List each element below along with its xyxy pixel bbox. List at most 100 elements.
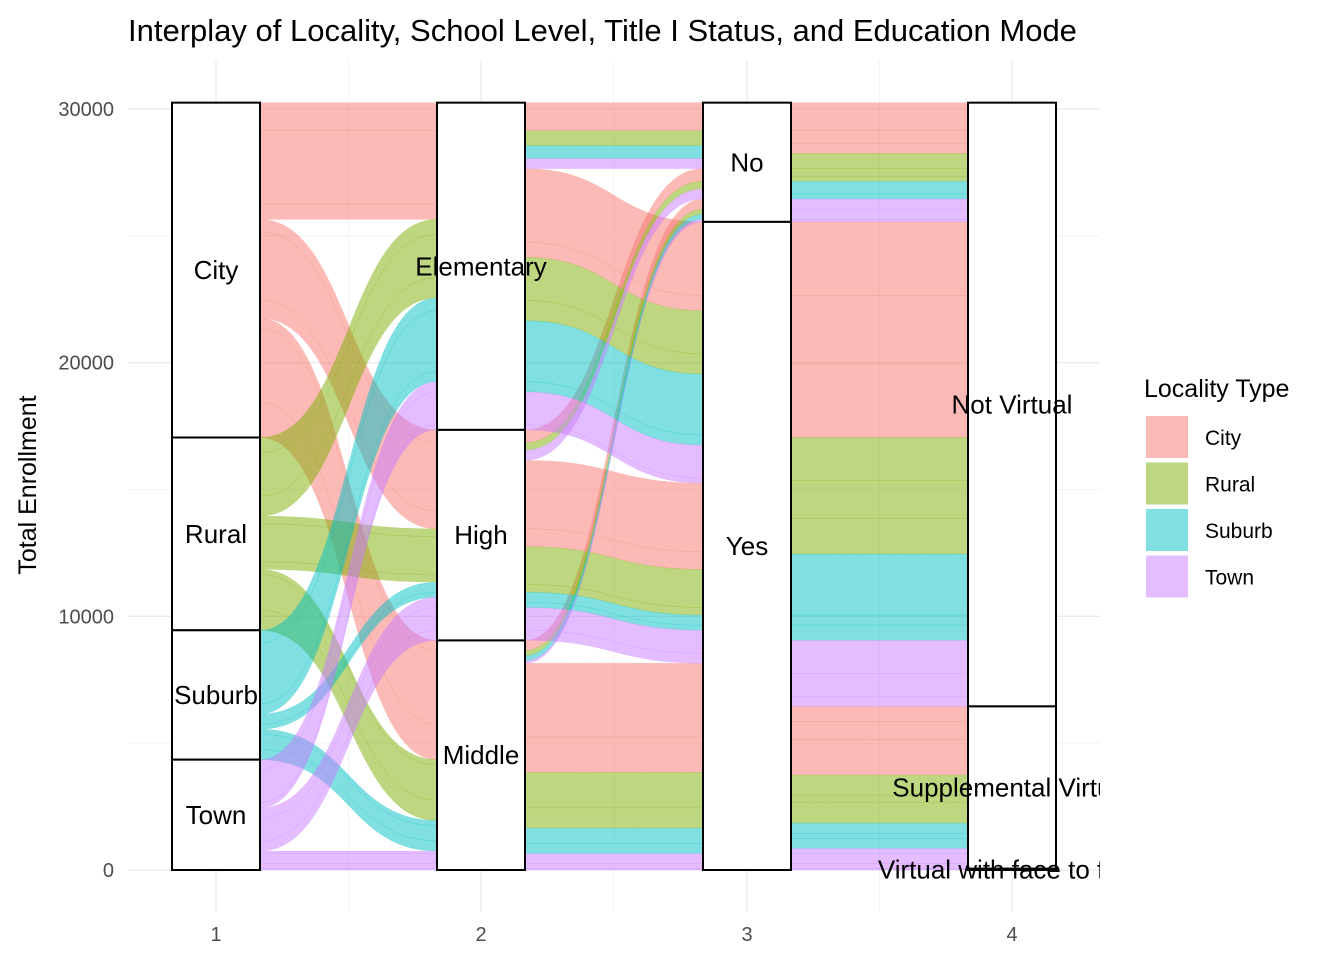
flow-band-city	[790, 102, 969, 131]
stratum-label: Supplemental Virtual	[892, 773, 1131, 803]
strata-layer: City Rural Suburb Town Elementary High Middle N…	[171, 101, 1146, 884]
y-axis-ticks: 0 10000 20000 30000	[58, 99, 114, 882]
stratum-label: Town	[186, 800, 247, 830]
flow-band-suburb	[790, 838, 969, 849]
flow-band-town	[790, 640, 969, 674]
flow-band-rural	[790, 175, 969, 182]
stratum-box	[171, 629, 261, 761]
flow-band-suburb	[524, 843, 704, 854]
stratum-label: Elementary	[415, 251, 547, 281]
flow-band-city	[259, 102, 438, 131]
flow-band-suburb	[790, 624, 969, 641]
legend-swatch-rural	[1146, 462, 1188, 505]
flow-band-city	[524, 736, 704, 773]
stratum-label: Not Virtual	[952, 390, 1073, 420]
flow-band-city	[790, 130, 969, 144]
x-tick-label: 2	[475, 924, 486, 946]
stratum-box	[436, 428, 526, 642]
flow-band-town	[790, 848, 969, 854]
flows-layer	[259, 102, 969, 871]
stratum-box	[436, 639, 526, 871]
flow-band-rural	[790, 802, 969, 824]
flow-band-town	[790, 219, 969, 223]
y-axis-title: Total Enrollment	[14, 395, 42, 574]
flow-band-city	[790, 721, 969, 740]
legend-swatch-town	[1146, 555, 1188, 598]
flow-band-city	[790, 706, 969, 722]
flow-band-rural	[790, 437, 969, 481]
stratum-box	[436, 101, 526, 431]
y-tick-label: 0	[103, 860, 114, 882]
stratum-box	[702, 101, 792, 223]
stratum-label: No	[730, 147, 763, 177]
flow-band-suburb	[524, 145, 704, 159]
stratum-label: Suburb	[174, 680, 258, 710]
flow-band-city	[524, 102, 704, 131]
flow-band-town	[259, 850, 438, 854]
stratum-label: Rural	[185, 519, 247, 549]
y-tick-label: 10000	[58, 606, 114, 628]
flow-band-suburb	[524, 827, 704, 844]
flow-band-town	[790, 673, 969, 697]
legend-swatch-suburb	[1146, 509, 1188, 551]
stratum-label: Virtual with face to face	[878, 854, 1146, 884]
x-tick-label: 3	[741, 924, 752, 946]
flow-band-rural	[790, 168, 969, 177]
flow-band-town	[259, 853, 438, 864]
flow-band-town	[524, 868, 704, 871]
x-tick-label: 4	[1006, 924, 1017, 946]
flow-band-rural	[524, 807, 704, 829]
flow-band-town	[259, 868, 438, 871]
flow-band-city	[259, 203, 438, 220]
x-tick-label: 1	[210, 924, 221, 946]
stratum-label: City	[194, 255, 239, 285]
stratum-box	[171, 758, 261, 872]
stratum-label: High	[454, 520, 507, 550]
flow-band-city	[790, 221, 969, 296]
stratum-box	[171, 436, 261, 632]
flow-band-city	[524, 663, 704, 738]
flow-band-rural	[524, 130, 704, 147]
flow-band-town	[524, 158, 704, 169]
legend-label: Town	[1205, 567, 1254, 590]
flow-band-city	[790, 363, 969, 438]
y-tick-label: 30000	[58, 99, 114, 121]
flow-band-town	[259, 863, 438, 869]
flow-band-rural	[524, 772, 704, 809]
legend-label: Rural	[1205, 474, 1255, 497]
stratum-box	[967, 101, 1057, 708]
flow-band-suburb	[790, 193, 969, 200]
chart-title: Interplay of Locality, School Level, Tit…	[128, 13, 1077, 48]
flow-band-rural	[790, 480, 969, 519]
stratum-box	[967, 705, 1057, 870]
flow-band-suburb	[790, 832, 969, 839]
stratum-label: Middle	[443, 740, 520, 770]
flow-band-town	[790, 208, 969, 220]
stratum-box	[702, 220, 792, 872]
stratum-label: Yes	[726, 531, 768, 561]
flow-band-town	[524, 853, 704, 864]
stratum-box	[171, 101, 261, 439]
x-axis-ticks: 1 2 3 4	[210, 924, 1017, 946]
legend-title: Locality Type	[1144, 375, 1289, 403]
legend-label: Suburb	[1205, 520, 1273, 543]
legend-swatch-city	[1146, 416, 1188, 458]
flow-band-suburb	[790, 614, 969, 626]
flow-band-town	[524, 863, 704, 869]
flow-band-rural	[790, 518, 969, 555]
flow-band-city	[790, 739, 969, 776]
y-tick-label: 20000	[58, 353, 114, 375]
flow-band-town	[790, 198, 969, 210]
stratum-box	[967, 867, 1057, 872]
flow-band-city	[790, 295, 969, 365]
flow-band-suburb	[790, 181, 969, 195]
flow-band-rural	[790, 153, 969, 169]
flow-band-suburb	[790, 553, 969, 616]
flow-band-suburb	[790, 822, 969, 834]
flow-band-city	[259, 130, 438, 205]
legend: Locality Type City Rural Suburb Town	[1144, 375, 1289, 598]
legend-label: City	[1205, 427, 1242, 450]
flow-band-town	[790, 695, 969, 707]
flow-band-city	[790, 142, 969, 154]
